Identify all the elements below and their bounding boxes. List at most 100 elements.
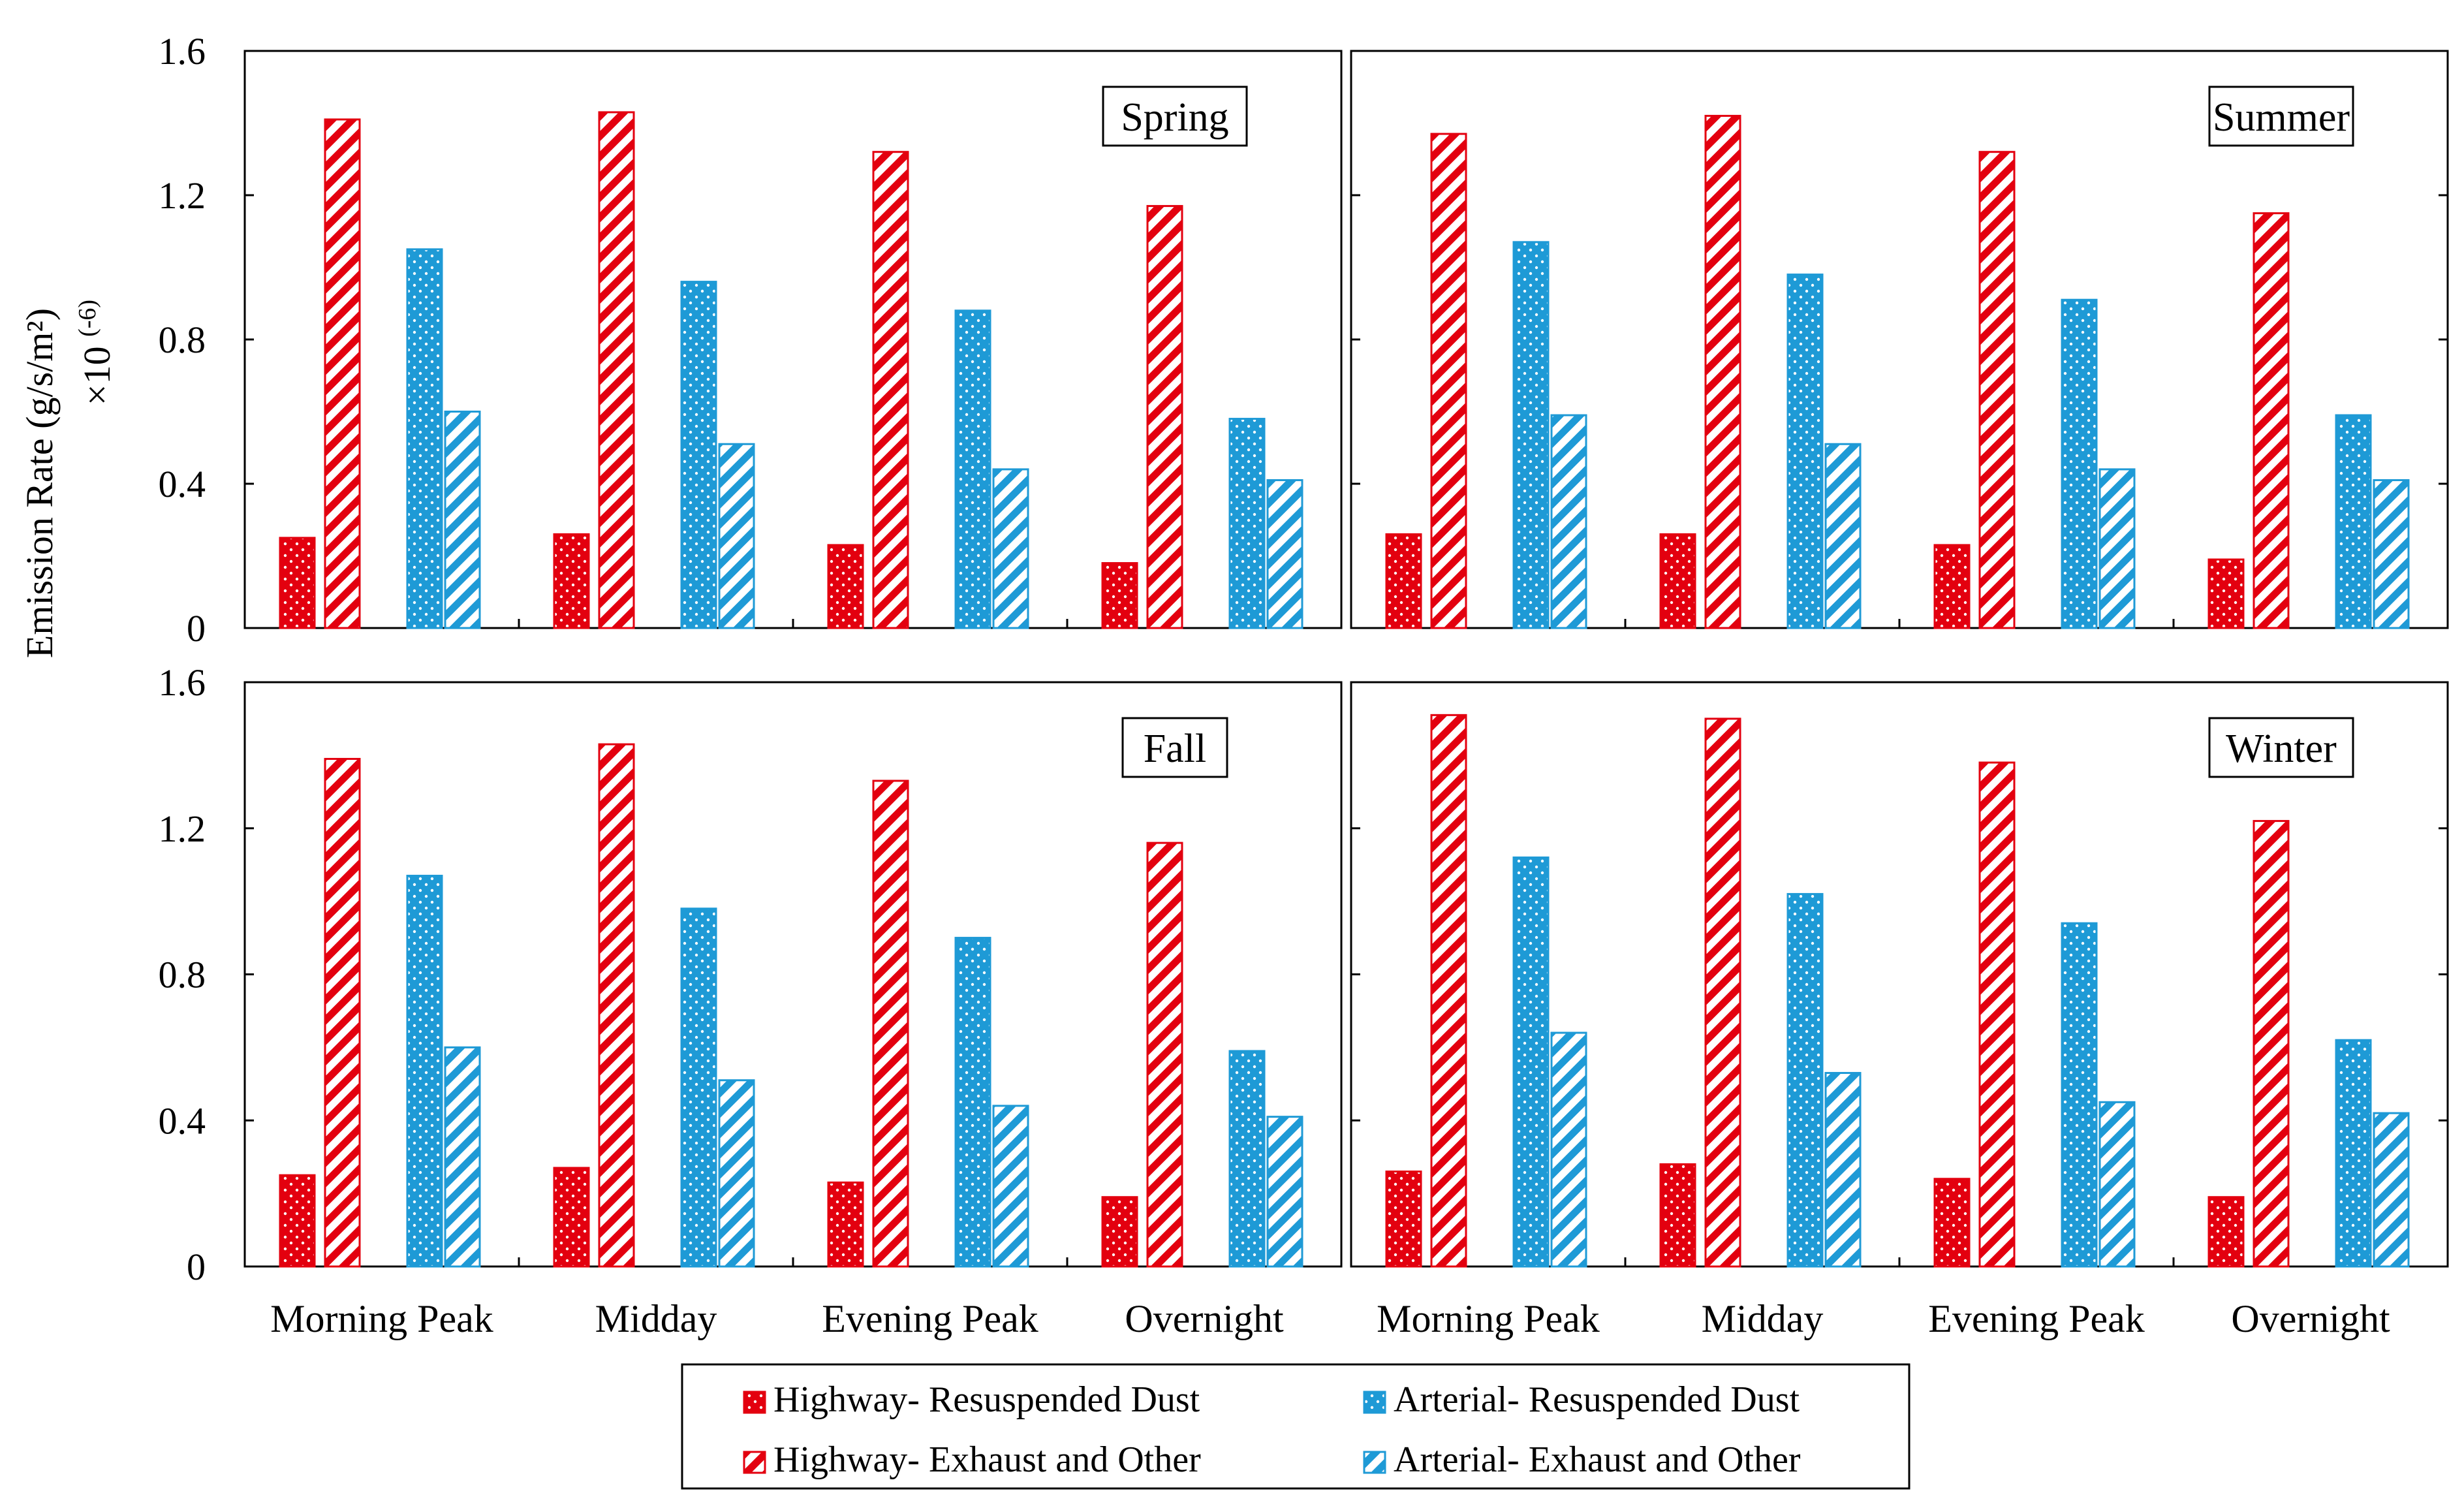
bar-fall-arterial-exhaust-and-other-overnight <box>1266 1116 1303 1268</box>
bar-summer-highway-exhaust-and-other-evening-peak <box>1978 151 2016 629</box>
bar-winter-highway-resuspended-dust-midday <box>1659 1163 1696 1268</box>
bar-spring-highway-exhaust-and-other-evening-peak <box>872 151 909 629</box>
panel-spring: 0 0.4 0.8 1.2 1.6 Spring <box>159 30 1343 650</box>
bar-spring-highway-exhaust-and-other-overnight <box>1146 205 1183 629</box>
bar-spring-arterial-exhaust-and-other-midday <box>718 443 755 629</box>
season-box-winter <box>2208 717 2354 778</box>
bar-summer-highway-resuspended-dust-morning-peak <box>1385 533 1422 629</box>
bar-spring-highway-exhaust-and-other-morning-peak <box>324 118 361 629</box>
y-tick-label: 0.4 <box>159 463 206 505</box>
bar-summer-arterial-resuspended-dust-evening-peak <box>2061 298 2098 629</box>
season-box-summer <box>2208 86 2354 147</box>
bar-summer-arterial-exhaust-and-other-morning-peak <box>1550 414 1587 629</box>
y-axis-exponent-text: (-6) <box>74 300 101 337</box>
bar-winter-highway-resuspended-dust-morning-peak <box>1385 1171 1422 1268</box>
y-axis-label: Emission Rate (g/s/m²) <box>18 308 61 658</box>
bar-winter-arterial-exhaust-and-other-evening-peak <box>2098 1101 2136 1268</box>
svg-text:×10 (-6): ×10 (-6) <box>74 300 118 405</box>
panel-fall: 0 0.4 0.8 1.2 1.6 Fall Morning Peak Midday Eveni… <box>159 661 1343 1340</box>
bar-summer-arterial-resuspended-dust-midday <box>1786 274 1824 629</box>
bar-winter-arterial-resuspended-dust-midday <box>1786 892 1824 1268</box>
legend-label-arterial-exhaust-and-other: Arterial- Exhaust and Other <box>1394 1439 1801 1480</box>
bar-winter-highway-exhaust-and-other-midday <box>1704 717 1741 1268</box>
panel-winter: Winter Morning Peak Midday Evening Peak Over… <box>1350 681 2449 1340</box>
legend: Highway- Resuspended Dust Arterial- Resus… <box>681 1363 1910 1490</box>
season-box-fall <box>1121 717 1228 778</box>
legend-swatch-highway-resuspended-dust <box>743 1391 766 1414</box>
x-category-label: Overnight <box>2231 1297 2390 1340</box>
bar-spring-arterial-resuspended-dust-midday <box>680 281 717 629</box>
bar-spring-arterial-exhaust-and-other-overnight <box>1266 479 1303 629</box>
bar-summer-arterial-exhaust-and-other-evening-peak <box>2098 468 2136 629</box>
bar-fall-arterial-resuspended-dust-evening-peak <box>954 937 991 1268</box>
bar-winter-arterial-exhaust-and-other-morning-peak <box>1550 1031 1587 1268</box>
bar-winter-arterial-resuspended-dust-overnight <box>2335 1039 2372 1268</box>
y-tick-label: 0.4 <box>159 1099 206 1142</box>
y-tick-label: 1.6 <box>159 30 206 72</box>
bar-summer-arterial-resuspended-dust-morning-peak <box>1512 241 1550 629</box>
y-tick-label: 0 <box>187 1246 206 1288</box>
chart-panels: 0 0.4 0.8 1.2 1.6 Spring Summer 0 0.4 0.8 1.2 1.6 Fa… <box>159 30 2449 1340</box>
y-tick-label: 1.2 <box>159 174 206 217</box>
bar-winter-arterial-exhaust-and-other-midday <box>1824 1072 1862 1268</box>
season-label-summer: Summer <box>2213 95 2350 140</box>
bar-fall-highway-exhaust-and-other-morning-peak <box>324 757 361 1268</box>
bar-spring-arterial-resuspended-dust-morning-peak <box>406 248 443 629</box>
bar-winter-arterial-resuspended-dust-evening-peak <box>2061 922 2098 1268</box>
season-label-spring: Spring <box>1121 95 1228 140</box>
bar-spring-arterial-resuspended-dust-overnight <box>1228 418 1266 629</box>
bar-spring-arterial-exhaust-and-other-morning-peak <box>444 411 481 629</box>
season-label-fall: Fall <box>1144 727 1206 771</box>
y-axis-label-text: Emission Rate (g/s/m²) <box>18 308 61 658</box>
season-label-winter: Winter <box>2226 727 2337 771</box>
bar-spring-highway-resuspended-dust-evening-peak <box>827 544 864 629</box>
y-tick-label: 1.2 <box>159 808 206 850</box>
bar-fall-arterial-resuspended-dust-morning-peak <box>406 874 443 1268</box>
y-axis-multiplier-text: ×10 <box>76 346 118 405</box>
bar-fall-arterial-exhaust-and-other-midday <box>718 1079 755 1268</box>
bar-summer-highway-resuspended-dust-evening-peak <box>1933 544 1971 629</box>
bar-winter-arterial-resuspended-dust-morning-peak <box>1512 857 1550 1268</box>
x-category-label: Midday <box>1702 1297 1824 1340</box>
y-tick-label: 0.8 <box>159 319 206 361</box>
bar-summer-arterial-resuspended-dust-overnight <box>2335 414 2372 629</box>
legend-swatch-highway-exhaust-and-other <box>743 1451 766 1474</box>
legend-label-highway-exhaust-and-other: Highway- Exhaust and Other <box>773 1439 1201 1480</box>
bar-winter-highway-exhaust-and-other-evening-peak <box>1978 761 2016 1268</box>
bar-spring-arterial-exhaust-and-other-evening-peak <box>992 468 1029 629</box>
bar-fall-arterial-exhaust-and-other-evening-peak <box>992 1105 1029 1268</box>
legend-label-arterial-resuspended-dust: Arterial- Resuspended Dust <box>1394 1379 1800 1420</box>
bar-spring-highway-resuspended-dust-midday <box>553 533 590 629</box>
legend-label-highway-resuspended-dust: Highway- Resuspended Dust <box>773 1379 1200 1420</box>
x-category-label: Overnight <box>1125 1297 1284 1340</box>
legend-swatch-arterial-resuspended-dust <box>1363 1391 1386 1414</box>
bar-winter-highway-exhaust-and-other-overnight <box>2253 820 2290 1268</box>
bar-summer-highway-exhaust-and-other-morning-peak <box>1430 133 1467 629</box>
x-category-label: Evening Peak <box>1928 1297 2145 1340</box>
bar-fall-highway-resuspended-dust-morning-peak <box>279 1174 316 1268</box>
bar-fall-highway-exhaust-and-other-evening-peak <box>872 779 909 1268</box>
bar-winter-arterial-exhaust-and-other-overnight <box>2373 1112 2410 1268</box>
bar-spring-highway-resuspended-dust-overnight <box>1101 562 1138 629</box>
y-axis-multiplier: ×10 (-6) <box>74 300 118 405</box>
bar-fall-highway-resuspended-dust-overnight <box>1101 1196 1138 1268</box>
bar-summer-arterial-exhaust-and-other-midday <box>1824 443 1862 629</box>
bar-spring-highway-exhaust-and-other-midday <box>598 111 635 629</box>
bar-winter-highway-resuspended-dust-overnight <box>2207 1196 2245 1268</box>
legend-box <box>681 1363 1910 1490</box>
bar-spring-highway-resuspended-dust-morning-peak <box>279 537 316 629</box>
x-category-label: Midday <box>595 1297 717 1340</box>
season-box-spring <box>1102 86 1248 147</box>
bar-winter-highway-resuspended-dust-evening-peak <box>1933 1178 1971 1268</box>
bar-fall-highway-exhaust-and-other-midday <box>598 743 635 1268</box>
bar-fall-highway-resuspended-dust-midday <box>553 1167 590 1268</box>
bar-fall-arterial-resuspended-dust-midday <box>680 907 717 1268</box>
y-tick-label: 0 <box>187 607 206 650</box>
x-category-label: Morning Peak <box>1377 1297 1600 1340</box>
bar-summer-highway-exhaust-and-other-overnight <box>2253 212 2290 629</box>
bar-spring-arterial-resuspended-dust-evening-peak <box>954 309 991 629</box>
x-category-label: Evening Peak <box>822 1297 1038 1340</box>
bar-fall-arterial-resuspended-dust-overnight <box>1228 1050 1266 1268</box>
y-tick-label: 0.8 <box>159 954 206 996</box>
y-tick-label: 1.6 <box>159 661 206 704</box>
